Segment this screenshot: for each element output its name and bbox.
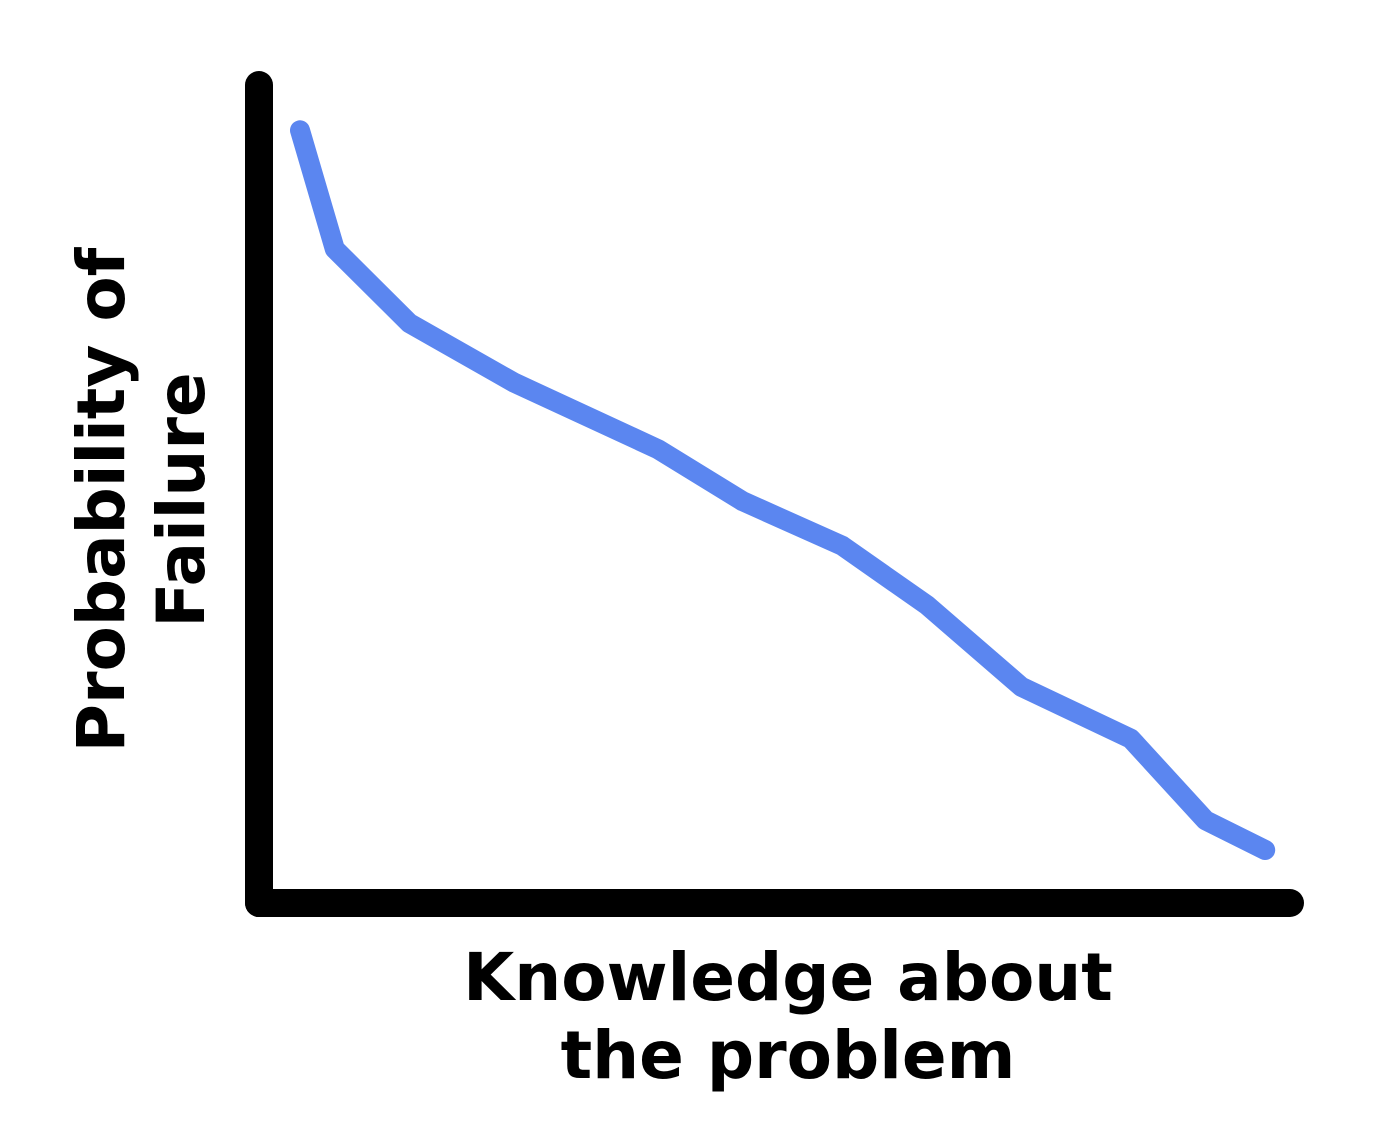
series-line-0	[290, 120, 1276, 860]
x-axis-label-line-2: the problem	[561, 1017, 1016, 1094]
x-axis-label-line-1: Knowledge about	[463, 939, 1113, 1016]
y-axis-label: Probability of Failure	[63, 246, 220, 752]
y-axis-label-line-2: Failure	[143, 372, 220, 627]
series-layer	[290, 120, 1276, 860]
y-axis-label-line-1: Probability of	[63, 246, 140, 752]
